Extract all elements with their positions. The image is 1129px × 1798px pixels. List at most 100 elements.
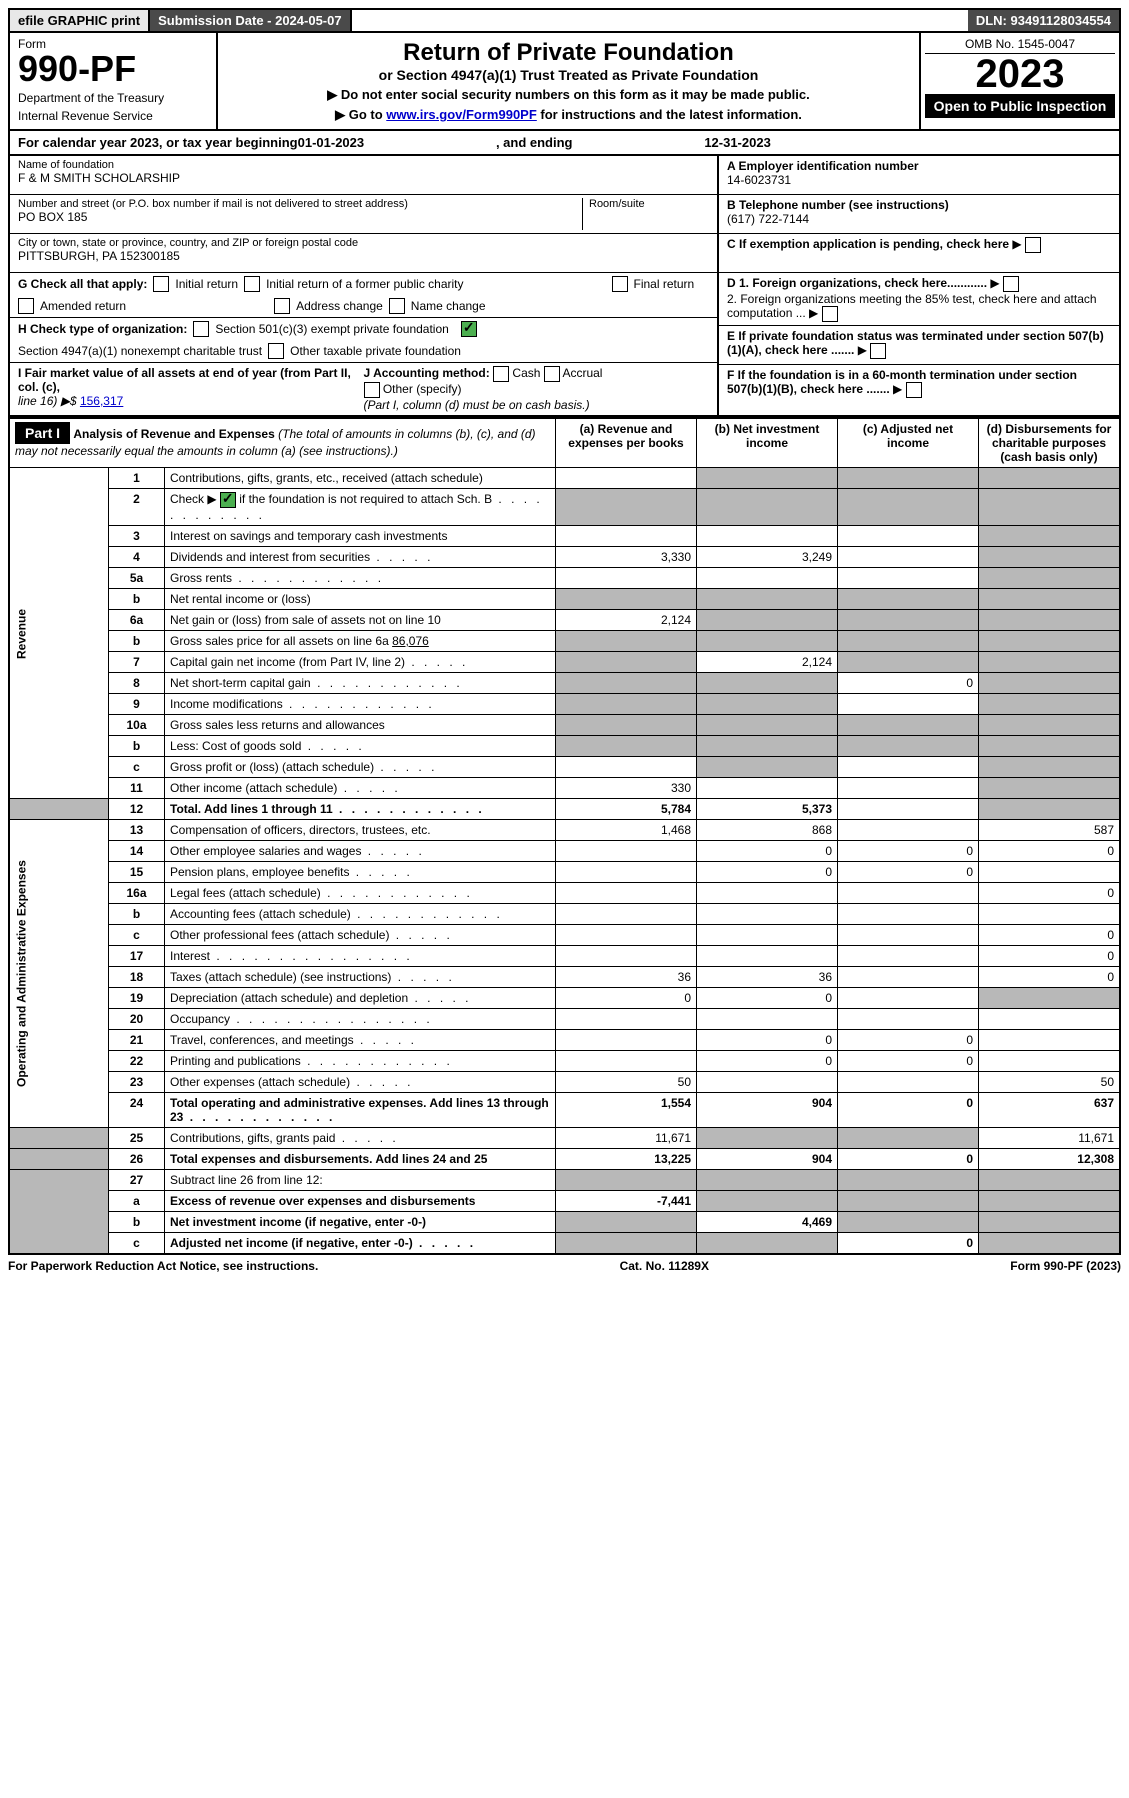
r10a-desc: Gross sales less returns and allowances: [165, 715, 556, 736]
r2-num: 2: [109, 489, 165, 526]
name-cell: Name of foundation F & M SMITH SCHOLARSH…: [10, 156, 717, 195]
cb-other-taxable[interactable]: [268, 343, 284, 359]
cb-address-change[interactable]: [274, 298, 290, 314]
r15-num: 15: [109, 862, 165, 883]
cal-end: 12-31-2023: [704, 135, 771, 150]
r8-c: 0: [838, 673, 979, 694]
cb-name-change[interactable]: [389, 298, 405, 314]
g4: Amended return: [40, 299, 126, 313]
r18-a: 36: [556, 967, 697, 988]
r15-c: 0: [838, 862, 979, 883]
r5a-desc: Gross rents: [165, 568, 556, 589]
r21-num: 21: [109, 1030, 165, 1051]
name-label: Name of foundation: [18, 159, 709, 171]
row-4: 4 Dividends and interest from securities…: [9, 547, 1120, 568]
d1-label: D 1. Foreign organizations, check here..…: [727, 276, 987, 290]
g5: Address change: [296, 299, 383, 313]
cb-accrual[interactable]: [544, 366, 560, 382]
col-c-header: (c) Adjusted net income: [838, 418, 979, 468]
cb-foreign-85[interactable]: [822, 306, 838, 322]
open-public: Open to Public Inspection: [925, 94, 1115, 118]
r24-b: 904: [697, 1093, 838, 1128]
row-6b: b Gross sales price for all assets on li…: [9, 631, 1120, 652]
cb-terminated[interactable]: [870, 343, 886, 359]
cb-501c3[interactable]: [193, 321, 209, 337]
r27b-desc: Net investment income (if negative, ente…: [165, 1212, 556, 1233]
r15-desc: Pension plans, employee benefits: [165, 862, 556, 883]
form990pf-link[interactable]: www.irs.gov/Form990PF: [386, 107, 537, 122]
row-26: 26 Total expenses and disbursements. Add…: [9, 1149, 1120, 1170]
r18-b: 36: [697, 967, 838, 988]
r27a-num: a: [109, 1191, 165, 1212]
efile-button[interactable]: efile GRAPHIC print: [10, 10, 150, 31]
addr-value: PO BOX 185: [18, 210, 582, 224]
header-left: Form 990-PF Department of the Treasury I…: [10, 33, 218, 129]
city-label: City or town, state or province, country…: [18, 237, 709, 249]
f-label: F If the foundation is in a 60-month ter…: [727, 368, 1077, 396]
row-20: 20 Occupancy: [9, 1009, 1120, 1030]
h2: Section 4947(a)(1) nonexempt charitable …: [18, 344, 262, 358]
row-8: 8 Net short-term capital gain 0: [9, 673, 1120, 694]
cal-begin: 01-01-2023: [298, 135, 365, 150]
r27c-num: c: [109, 1233, 165, 1255]
cal-mid: , and ending: [364, 135, 704, 150]
row-19: 19 Depreciation (attach schedule) and de…: [9, 988, 1120, 1009]
cb-schb[interactable]: [220, 492, 236, 508]
ein-cell: A Employer identification number 14-6023…: [719, 156, 1119, 195]
r20-num: 20: [109, 1009, 165, 1030]
cb-final-return[interactable]: [612, 276, 628, 292]
i-value[interactable]: 156,317: [80, 394, 123, 408]
row-21: 21 Travel, conferences, and meetings 00: [9, 1030, 1120, 1051]
r19-b: 0: [697, 988, 838, 1009]
row-7: 7 Capital gain net income (from Part IV,…: [9, 652, 1120, 673]
dept-treasury: Department of the Treasury: [18, 91, 208, 105]
expenses-side: Operating and Administrative Expenses: [9, 820, 109, 1128]
footer-left: For Paperwork Reduction Act Notice, see …: [8, 1259, 318, 1273]
r4-b: 3,249: [697, 547, 838, 568]
cb-other-acct[interactable]: [364, 382, 380, 398]
cb-initial-return[interactable]: [153, 276, 169, 292]
cb-60month[interactable]: [906, 382, 922, 398]
r27-num: 27: [109, 1170, 165, 1191]
r26-b: 904: [697, 1149, 838, 1170]
r23-d: 50: [979, 1072, 1121, 1093]
submission-date: Submission Date - 2024-05-07: [150, 10, 352, 31]
r27c-c: 0: [838, 1233, 979, 1255]
r13-b: 868: [697, 820, 838, 841]
r5b-desc: Net rental income or (loss): [165, 589, 556, 610]
identity-left: Name of foundation F & M SMITH SCHOLARSH…: [10, 156, 719, 415]
row-15: 15 Pension plans, employee benefits 00: [9, 862, 1120, 883]
row-6a: 6a Net gain or (loss) from sale of asset…: [9, 610, 1120, 631]
cb-initial-former[interactable]: [244, 276, 260, 292]
r12-b: 5,373: [697, 799, 838, 820]
cb-amended[interactable]: [18, 298, 34, 314]
r6a-desc: Net gain or (loss) from sale of assets n…: [165, 610, 556, 631]
col-d-header: (d) Disbursements for charitable purpose…: [979, 418, 1121, 468]
row-14: 14 Other employee salaries and wages 000: [9, 841, 1120, 862]
r3-desc: Interest on savings and temporary cash i…: [165, 526, 556, 547]
r23-desc: Other expenses (attach schedule): [165, 1072, 556, 1093]
cb-4947[interactable]: [461, 321, 477, 337]
g2: Initial return of a former public charit…: [266, 277, 463, 291]
part1-badge: Part I: [15, 422, 70, 444]
identity-right: A Employer identification number 14-6023…: [719, 156, 1119, 415]
row-3: 3 Interest on savings and temporary cash…: [9, 526, 1120, 547]
g-row: G Check all that apply: Initial return I…: [10, 273, 717, 318]
cb-foreign[interactable]: [1003, 276, 1019, 292]
i-line: line 16) ▶$: [18, 394, 80, 408]
row-17: 17 Interest 0: [9, 946, 1120, 967]
calendar-year-row: For calendar year 2023, or tax year begi…: [8, 131, 1121, 156]
r12-a: 5,784: [556, 799, 697, 820]
cb-exemption-pending[interactable]: [1025, 237, 1041, 253]
part1-header-row: Part I Analysis of Revenue and Expenses …: [9, 418, 1120, 468]
r24-num: 24: [109, 1093, 165, 1128]
r17-num: 17: [109, 946, 165, 967]
r26-num: 26: [109, 1149, 165, 1170]
r26-desc: Total expenses and disbursements. Add li…: [165, 1149, 556, 1170]
j3: Other (specify): [383, 382, 462, 396]
cb-cash[interactable]: [493, 366, 509, 382]
r18-desc: Taxes (attach schedule) (see instruction…: [165, 967, 556, 988]
r27a-desc: Excess of revenue over expenses and disb…: [165, 1191, 556, 1212]
row-22: 22 Printing and publications 00: [9, 1051, 1120, 1072]
f-cell: F If the foundation is in a 60-month ter…: [719, 365, 1119, 403]
